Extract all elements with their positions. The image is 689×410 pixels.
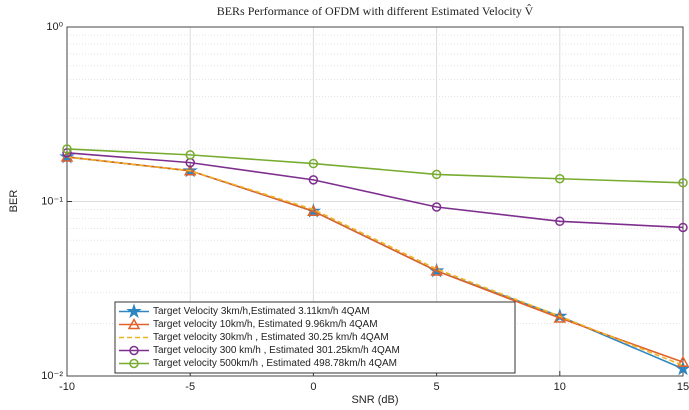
marker: [431, 169, 442, 180]
legend-marker: [127, 317, 141, 330]
legend: Target Velocity 3km/h,Estimated 3.11km/h…: [114, 301, 516, 374]
x-tick-label: 10: [554, 381, 566, 393]
marker: [62, 148, 72, 158]
legend-label: Target Velocity 3km/h,Estimated 3.11km/h…: [153, 306, 370, 317]
legend-label: Target velocity 500km/h , Estimated 498.…: [153, 358, 397, 369]
x-tick-label: -5: [185, 381, 195, 393]
series-line: [66, 156, 684, 367]
chart-title: BERs Performance of OFDM with different …: [217, 3, 534, 17]
y-tick-label: 10⁻²: [41, 370, 63, 382]
marker: [307, 204, 320, 216]
marker: [185, 150, 195, 160]
marker: [62, 144, 72, 154]
marker: [431, 202, 442, 212]
y-axis-label: BER: [8, 190, 20, 213]
legend-label: Target velocity 300 km/h , Estimated 301…: [153, 345, 400, 356]
series-line: [66, 148, 684, 184]
plot-frame: [66, 26, 684, 377]
x-axis-label: SNR (dB): [351, 394, 398, 406]
legend-label: Target velocity 10km/h, Estimated 9.96km…: [153, 319, 378, 330]
x-tick-label: 5: [434, 381, 440, 393]
marker: [308, 158, 319, 169]
y-tick-label: 10⁰: [46, 21, 63, 33]
legend-box: [114, 301, 516, 374]
legend-marker: [126, 303, 142, 319]
x-tick-label: -10: [59, 381, 75, 393]
marker: [555, 216, 565, 227]
legend-label: Target velocity 30km/h , Estimated 30.25…: [153, 332, 389, 343]
marker: [308, 175, 319, 185]
marker: [676, 355, 689, 367]
x-tick-label: 0: [310, 381, 316, 393]
series-line: [66, 152, 684, 229]
marker: [555, 174, 565, 184]
x-tick-label: 15: [677, 381, 689, 393]
legend-marker: [129, 358, 139, 369]
marker: [678, 222, 688, 233]
y-tick-label: 10⁻¹: [41, 195, 63, 207]
legend-marker: [129, 345, 139, 356]
series-line: [66, 156, 684, 363]
marker: [678, 178, 688, 188]
